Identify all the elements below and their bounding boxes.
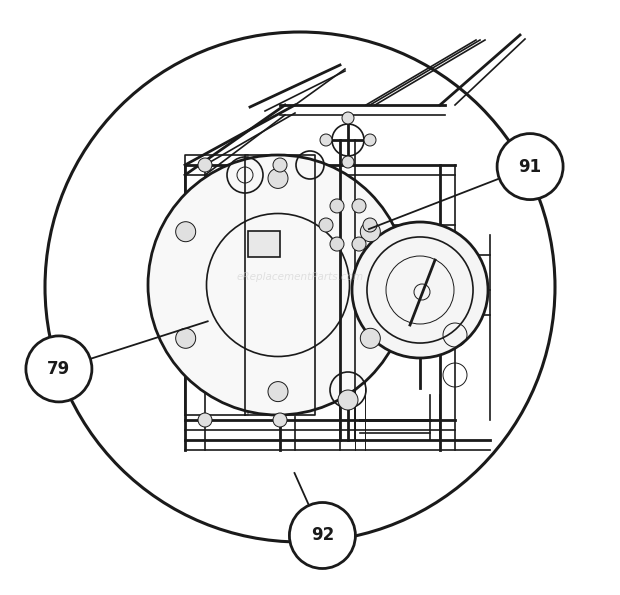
Circle shape (363, 218, 377, 232)
Circle shape (175, 222, 196, 242)
Circle shape (290, 503, 355, 568)
Circle shape (26, 336, 92, 402)
Circle shape (497, 134, 563, 199)
Text: 92: 92 (311, 527, 334, 544)
Circle shape (338, 390, 358, 410)
Text: eReplacementParts.com: eReplacementParts.com (236, 272, 363, 282)
Text: 91: 91 (518, 158, 542, 176)
Circle shape (342, 112, 354, 124)
Circle shape (342, 156, 354, 168)
Text: 79: 79 (47, 360, 71, 378)
Circle shape (364, 134, 376, 146)
Circle shape (148, 155, 408, 415)
Circle shape (352, 222, 488, 358)
Circle shape (352, 237, 366, 251)
Circle shape (268, 168, 288, 189)
Circle shape (320, 134, 332, 146)
Bar (248, 231, 280, 257)
Circle shape (319, 218, 333, 232)
Circle shape (198, 413, 212, 427)
Circle shape (352, 199, 366, 213)
Polygon shape (245, 155, 315, 415)
Circle shape (360, 222, 380, 242)
Circle shape (198, 158, 212, 172)
Circle shape (175, 328, 196, 348)
Circle shape (273, 158, 287, 172)
Circle shape (330, 237, 344, 251)
Circle shape (360, 328, 380, 348)
Circle shape (330, 199, 344, 213)
Circle shape (273, 413, 287, 427)
Circle shape (268, 381, 288, 402)
